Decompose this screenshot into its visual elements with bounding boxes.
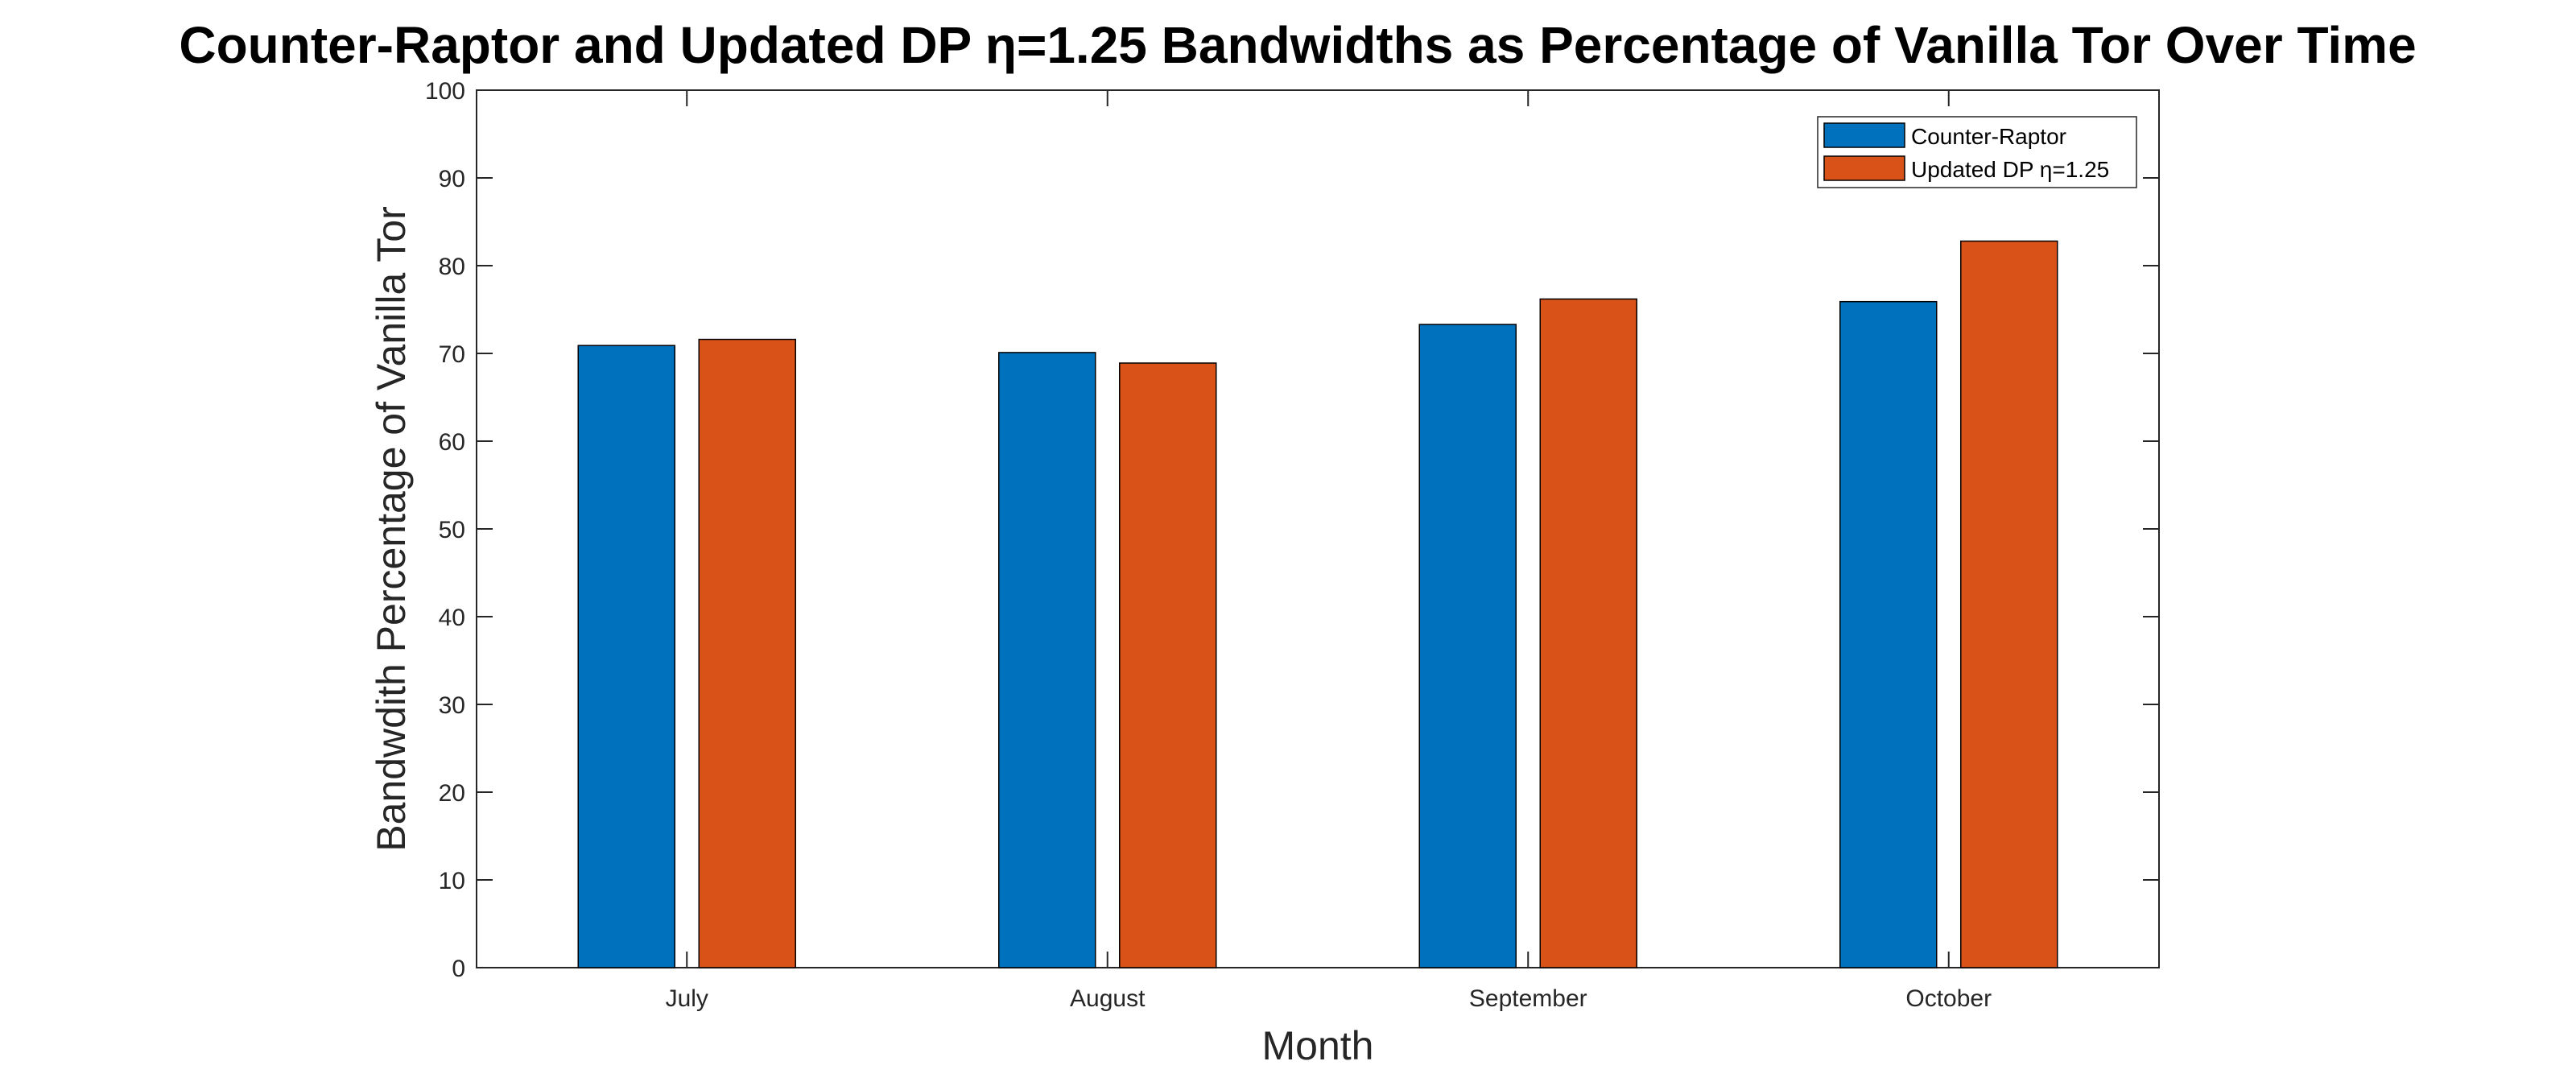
bar-series1-july	[698, 338, 796, 968]
bar-series1-august	[1119, 362, 1217, 968]
legend-label-counter-raptor: Counter-Raptor	[1911, 124, 2066, 149]
bar-series0-august	[998, 352, 1096, 968]
legend-swatch-updated-dp	[1823, 155, 1905, 181]
y-axis-label: Bandwdith Percentage of Vanilla Tor	[369, 206, 414, 851]
bar-series1-october	[1960, 240, 2058, 968]
chart-title: Counter-Raptor and Updated DP η=1.25 Ban…	[179, 16, 2416, 74]
legend: Counter-Raptor Updated DP η=1.25	[1817, 116, 2137, 188]
y-tick-labels: 0 10 20 30 40 50 60 70 80 90 100	[425, 78, 465, 982]
y-tick-label-20: 20	[439, 780, 465, 807]
y-tick-label-60: 60	[439, 429, 465, 456]
bar-series0-october	[1839, 300, 1938, 968]
bar-series0-july	[577, 345, 675, 968]
x-tick-label-august: August	[1070, 985, 1146, 1012]
x-tick-labels: July August September October	[666, 985, 1992, 1012]
y-tick-label-40: 40	[439, 605, 465, 631]
y-tick-label-70: 70	[439, 341, 465, 368]
x-axis-label: Month	[1262, 1023, 1374, 1068]
bars	[577, 240, 2058, 968]
y-tick-label-50: 50	[439, 517, 465, 543]
x-tick-label-october: October	[1905, 985, 1992, 1012]
y-tick-label-10: 10	[439, 868, 465, 894]
axis-ticks	[477, 89, 2159, 968]
legend-label-updated-dp: Updated DP η=1.25	[1911, 157, 2109, 182]
y-tick-label-30: 30	[439, 692, 465, 719]
y-tick-label-100: 100	[425, 78, 465, 105]
bar-series0-september	[1418, 324, 1517, 968]
y-tick-label-0: 0	[452, 956, 465, 982]
bar-series1-september	[1539, 298, 1637, 968]
y-tick-label-90: 90	[439, 166, 465, 192]
x-tick-label-july: July	[666, 985, 708, 1012]
x-tick-label-september: September	[1469, 985, 1587, 1012]
y-tick-label-80: 80	[439, 254, 465, 280]
legend-swatch-counter-raptor	[1823, 122, 1905, 148]
